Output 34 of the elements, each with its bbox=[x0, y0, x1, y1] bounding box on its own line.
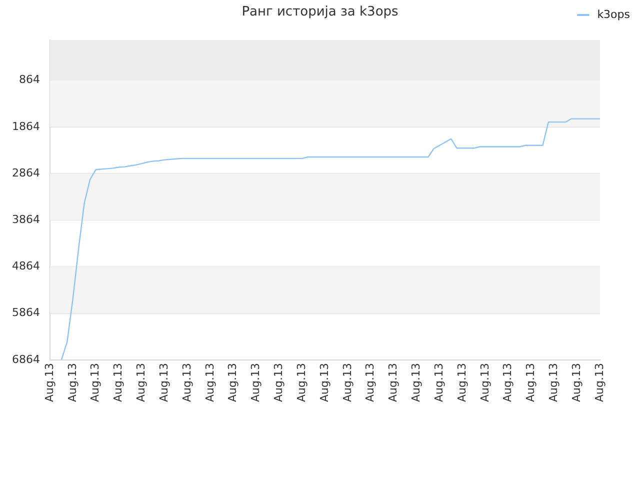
x-tick-label: Aug.13 bbox=[42, 363, 56, 402]
y-tick-label: 3864 bbox=[12, 213, 40, 226]
legend-label: k3ops bbox=[597, 8, 630, 21]
x-tick-label: Aug.13 bbox=[88, 363, 102, 402]
x-tick-label: Aug.13 bbox=[226, 363, 240, 402]
x-tick-label: Aug.13 bbox=[66, 363, 79, 402]
y-tick-label: 1864 bbox=[12, 120, 40, 133]
x-tick-label: Aug.13 bbox=[386, 363, 400, 402]
x-tick-label: Aug.13 bbox=[112, 363, 125, 402]
x-tick-label: Aug.13 bbox=[592, 363, 606, 402]
y-tick-label: 5864 bbox=[12, 306, 40, 320]
x-tick-label: Aug.13 bbox=[272, 363, 286, 402]
x-tick-label: Aug.13 bbox=[340, 363, 354, 402]
x-tick-label: Aug.13 bbox=[318, 363, 331, 402]
x-tick-label: Aug.13 bbox=[203, 363, 216, 402]
x-tick-label: Aug.13 bbox=[547, 363, 560, 402]
x-tick-label: Aug.13 bbox=[364, 363, 377, 402]
x-tick-label: Aug.13 bbox=[410, 363, 423, 402]
y-tick-label: 4864 bbox=[12, 260, 40, 273]
x-tick-label: Aug.13 bbox=[455, 363, 468, 402]
x-tick-label: Aug.13 bbox=[180, 363, 194, 402]
x-tick-label: Aug.13 bbox=[134, 363, 148, 402]
x-tick-label: Aug.13 bbox=[249, 363, 262, 402]
chart-title: Ранг историја за k3ops bbox=[242, 4, 399, 20]
y-tick-label: 864 bbox=[19, 73, 40, 86]
x-tick-label: Aug.13 bbox=[524, 363, 538, 402]
x-tick-label: Aug.13 bbox=[478, 363, 492, 402]
x-tick-label: Aug.13 bbox=[294, 363, 308, 402]
x-tick-label: Aug.13 bbox=[432, 363, 446, 402]
y-tick-label: 2864 bbox=[12, 166, 40, 180]
x-tick-label: Aug.13 bbox=[570, 363, 583, 402]
x-tick-label: Aug.13 bbox=[157, 363, 170, 402]
y-tick-label: 6864 bbox=[12, 352, 40, 366]
x-tick-label: Aug.13 bbox=[501, 363, 514, 402]
